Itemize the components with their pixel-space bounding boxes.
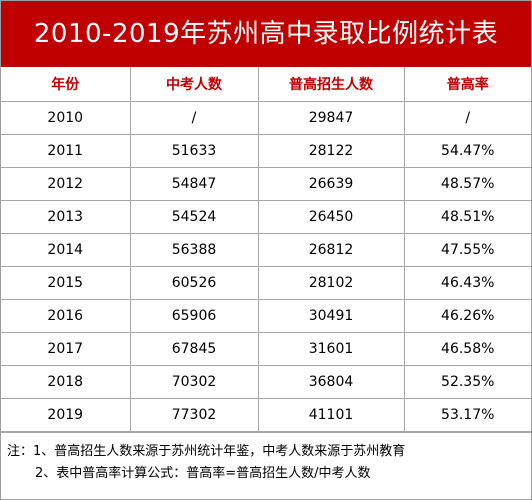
cell-rate: 46.43% bbox=[403, 266, 531, 300]
cell-year: 2014 bbox=[1, 233, 131, 267]
footnote-source: 注：1、普高招生人数来源于苏州统计年鉴，中考人数来源于苏州教育 bbox=[7, 444, 406, 459]
cell-year: 2011 bbox=[1, 134, 131, 168]
header-exam-takers: 中考人数 bbox=[129, 67, 259, 102]
cell-rate: 52.35% bbox=[403, 365, 531, 399]
table-row: 2011 51633 28122 54.47% bbox=[1, 134, 531, 168]
footnote-formula: 2、表中普高率计算公式：普高率=普高招生人数/中考人数 bbox=[35, 466, 371, 481]
cell-rate: 47.55% bbox=[403, 233, 531, 267]
table-row: 2017 67845 31601 46.58% bbox=[1, 332, 531, 366]
cell-exam-takers: 51633 bbox=[129, 134, 259, 168]
cell-rate: 46.58% bbox=[403, 332, 531, 366]
admission-ratio-table: 年份 中考人数 普高招生人数 普高率 2010 / 29847 / 2011 5… bbox=[1, 67, 531, 432]
cell-year: 2013 bbox=[1, 200, 131, 234]
cell-enrollment: 28102 bbox=[257, 266, 405, 300]
header-enrollment: 普高招生人数 bbox=[257, 67, 405, 102]
cell-exam-takers: 54524 bbox=[129, 200, 259, 234]
cell-year: 2012 bbox=[1, 167, 131, 201]
header-year: 年份 bbox=[1, 67, 131, 102]
cell-year: 2010 bbox=[1, 101, 131, 135]
cell-rate: 48.51% bbox=[403, 200, 531, 234]
cell-year: 2019 bbox=[1, 398, 131, 432]
footnotes: 注：1、普高招生人数来源于苏州统计年鉴，中考人数来源于苏州教育 2、表中普高率计… bbox=[1, 432, 531, 485]
table-row: 2015 60526 28102 46.43% bbox=[1, 266, 531, 300]
cell-enrollment: 36804 bbox=[257, 365, 405, 399]
cell-enrollment: 29847 bbox=[257, 101, 405, 135]
cell-year: 2017 bbox=[1, 332, 131, 366]
table-row: 2019 77302 41101 53.17% bbox=[1, 398, 531, 432]
table-row: 2016 65906 30491 46.26% bbox=[1, 299, 531, 333]
cell-enrollment: 26812 bbox=[257, 233, 405, 267]
cell-exam-takers: 56388 bbox=[129, 233, 259, 267]
table-row: 2013 54524 26450 48.51% bbox=[1, 200, 531, 234]
table-row: 2010 / 29847 / bbox=[1, 101, 531, 135]
cell-exam-takers: / bbox=[129, 101, 259, 135]
cell-rate: 46.26% bbox=[403, 299, 531, 333]
cell-exam-takers: 67845 bbox=[129, 332, 259, 366]
table-row: 2018 70302 36804 52.35% bbox=[1, 365, 531, 399]
cell-enrollment: 30491 bbox=[257, 299, 405, 333]
cell-year: 2015 bbox=[1, 266, 131, 300]
cell-rate: 48.57% bbox=[403, 167, 531, 201]
cell-enrollment: 31601 bbox=[257, 332, 405, 366]
cell-exam-takers: 70302 bbox=[129, 365, 259, 399]
table-row: 2014 56388 26812 47.55% bbox=[1, 233, 531, 267]
table-row: 2012 54847 26639 48.57% bbox=[1, 167, 531, 201]
cell-enrollment: 26450 bbox=[257, 200, 405, 234]
cell-year: 2016 bbox=[1, 299, 131, 333]
cell-enrollment: 26639 bbox=[257, 167, 405, 201]
cell-exam-takers: 65906 bbox=[129, 299, 259, 333]
cell-enrollment: 28122 bbox=[257, 134, 405, 168]
cell-enrollment: 41101 bbox=[257, 398, 405, 432]
cell-exam-takers: 77302 bbox=[129, 398, 259, 432]
table-header-row: 年份 中考人数 普高招生人数 普高率 bbox=[1, 67, 531, 102]
header-rate: 普高率 bbox=[403, 67, 531, 102]
cell-rate: 54.47% bbox=[403, 134, 531, 168]
cell-rate: 53.17% bbox=[403, 398, 531, 432]
cell-rate: / bbox=[403, 101, 531, 135]
table-title: 2010-2019年苏州高中录取比例统计表 bbox=[1, 1, 531, 67]
cell-exam-takers: 54847 bbox=[129, 167, 259, 201]
cell-exam-takers: 60526 bbox=[129, 266, 259, 300]
cell-year: 2018 bbox=[1, 365, 131, 399]
